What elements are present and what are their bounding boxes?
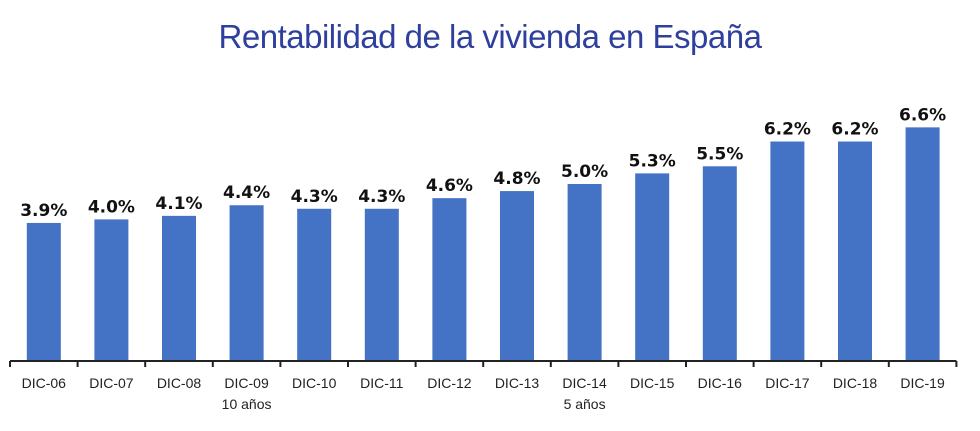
x-tick-label: DIC-14 [562, 375, 607, 391]
data-label: 4.4% [223, 183, 270, 203]
bar-dic-13 [500, 191, 534, 361]
data-label: 5.3% [629, 151, 676, 171]
data-label: 6.2% [831, 120, 878, 140]
x-tick-label: DIC-11 [360, 375, 404, 391]
data-label: 3.9% [20, 201, 67, 221]
bar-dic-10 [297, 208, 332, 361]
bar-dic-14 [567, 184, 602, 361]
data-label: 4.1% [155, 194, 202, 214]
x-tick-label: DIC-18 [833, 375, 878, 391]
bar-dic-19 [905, 127, 940, 361]
x-tick-label: DIC-06 [22, 375, 67, 391]
x-tick-label: DIC-17 [765, 375, 810, 391]
x-sublabel: 10 años [222, 396, 272, 412]
bar-dic-16 [702, 166, 737, 361]
data-label: 4.8% [493, 169, 540, 189]
bar-dic-07 [94, 219, 129, 361]
data-label: 4.3% [291, 187, 338, 207]
data-label: 5.0% [561, 162, 608, 182]
data-label: 4.0% [88, 197, 135, 217]
data-label: 6.6% [899, 105, 946, 125]
data-label: 4.3% [358, 187, 405, 207]
x-sublabel: 5 años [564, 396, 606, 412]
x-tick-label: DIC-08 [157, 375, 202, 391]
bar-dic-08 [162, 215, 196, 361]
x-tick-label: DIC-09 [224, 375, 269, 391]
bar-dic-17 [770, 141, 805, 361]
data-label: 6.2% [764, 120, 811, 140]
x-tick-label: DIC-19 [900, 375, 945, 391]
x-tick-label: DIC-12 [427, 375, 472, 391]
chart-title: Rentabilidad de la vivienda en España [218, 18, 762, 55]
bar-dic-09 [229, 205, 264, 361]
x-tick-label: DIC-07 [89, 375, 134, 391]
data-label: 5.5% [696, 144, 743, 164]
bar-dic-18 [838, 141, 872, 361]
bar-dic-15 [635, 173, 670, 361]
data-label: 4.6% [426, 176, 473, 196]
bar-dic-11 [364, 208, 399, 361]
x-tick-label: DIC-16 [698, 375, 743, 391]
x-tick-label: DIC-10 [292, 375, 337, 391]
bar-dic-06 [26, 222, 61, 361]
x-tick-label: DIC-13 [495, 375, 540, 391]
x-tick-label: DIC-15 [630, 375, 675, 391]
bar-dic-12 [432, 198, 467, 361]
